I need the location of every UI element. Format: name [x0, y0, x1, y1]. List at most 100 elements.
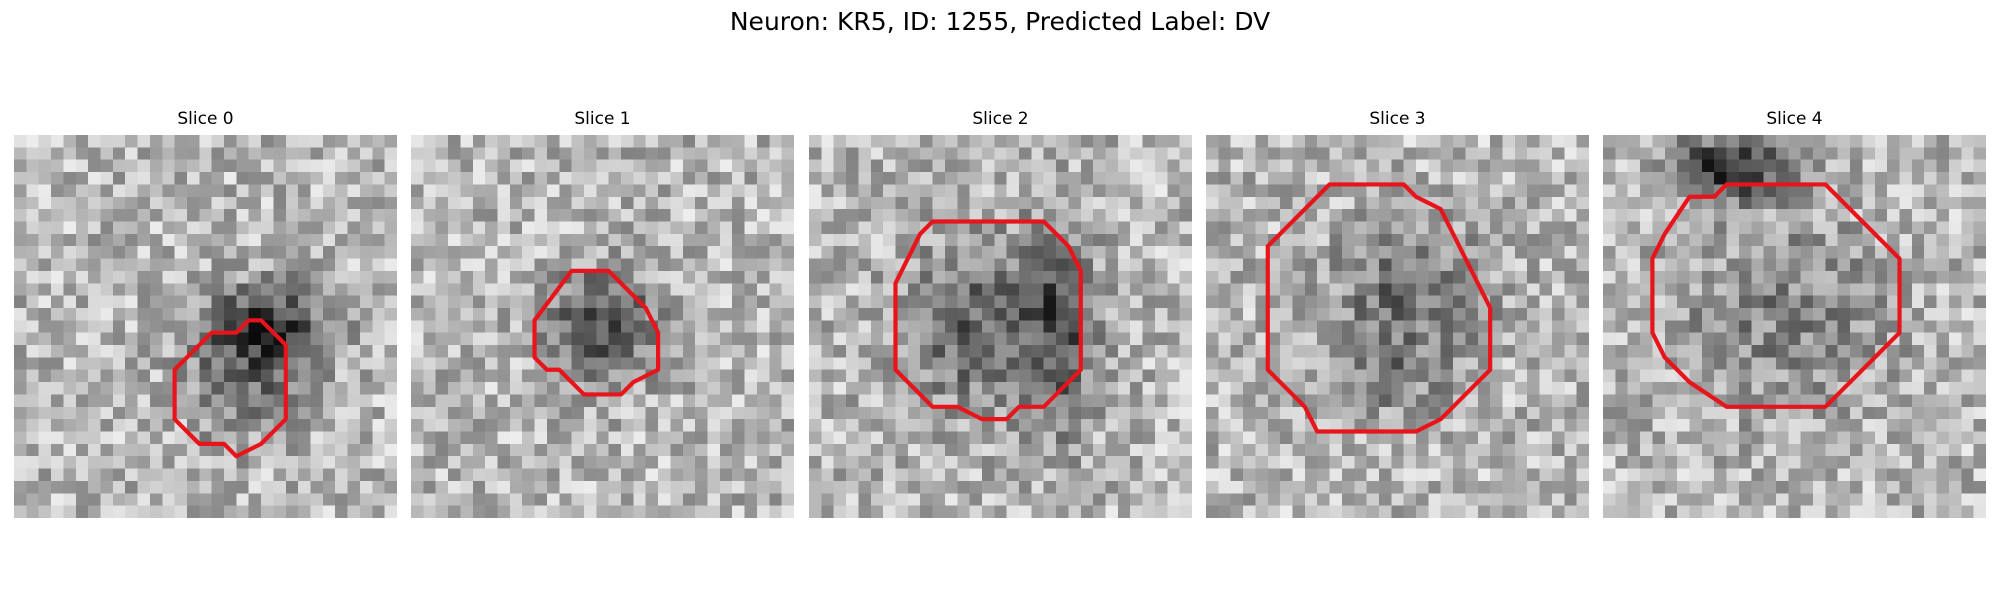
image-pixel	[907, 443, 921, 457]
image-pixel	[846, 456, 859, 469]
image-pixel	[423, 419, 436, 432]
image-pixel	[670, 184, 684, 198]
image-pixel	[63, 135, 77, 148]
image-pixel	[1527, 246, 1540, 259]
image-pixel	[448, 493, 461, 506]
image-pixel	[1763, 431, 1777, 445]
image-pixel	[211, 159, 225, 173]
image-pixel	[769, 431, 782, 445]
image-pixel	[1428, 295, 1441, 309]
image-pixel	[1738, 382, 1752, 395]
image-pixel	[707, 493, 721, 506]
image-pixel	[1206, 357, 1219, 370]
image-pixel	[211, 320, 225, 333]
image-pixel	[1948, 431, 1962, 445]
image-pixel	[497, 493, 511, 506]
image-pixel	[858, 480, 872, 494]
image-pixel	[1440, 307, 1454, 321]
image-pixel	[359, 172, 373, 185]
image-pixel	[920, 233, 933, 247]
image-pixel	[1775, 159, 1789, 173]
image-pixel	[1206, 307, 1219, 321]
image-pixel	[38, 443, 52, 457]
image-pixel	[957, 295, 970, 309]
image-pixel	[384, 332, 397, 346]
image-pixel	[1800, 307, 1814, 321]
image-pixel	[310, 493, 324, 506]
image-pixel	[1341, 406, 1355, 420]
image-pixel	[1539, 456, 1553, 469]
image-pixel	[1255, 505, 1269, 518]
image-pixel	[112, 320, 126, 333]
image-pixel	[981, 184, 995, 198]
image-pixel	[1502, 443, 1516, 457]
slice-title: Slice 3	[1369, 109, 1426, 129]
image-pixel	[1726, 283, 1740, 296]
image-pixel	[335, 172, 348, 185]
image-pixel	[224, 221, 237, 235]
image-pixel	[1416, 394, 1429, 408]
image-pixel	[248, 246, 262, 259]
image-pixel	[1738, 431, 1752, 445]
image-pixel	[1603, 443, 1616, 457]
image-pixel	[1775, 357, 1789, 370]
image-pixel	[1403, 172, 1417, 185]
image-pixel	[137, 147, 151, 160]
image-pixel	[1576, 295, 1589, 309]
image-pixel	[1751, 209, 1764, 222]
image-pixel	[695, 406, 708, 420]
image-pixel	[1354, 443, 1367, 457]
image-pixel	[1341, 443, 1355, 457]
image-pixel	[1477, 480, 1491, 494]
image-pixel	[347, 382, 361, 395]
image-pixel	[485, 246, 498, 259]
image-pixel	[1514, 135, 1528, 148]
image-pixel	[485, 357, 498, 370]
image-pixel	[285, 456, 299, 469]
image-pixel	[1813, 246, 1826, 259]
image-pixel	[88, 295, 101, 309]
image-pixel	[1911, 493, 1925, 506]
image-pixel	[310, 345, 324, 358]
image-pixel	[1179, 184, 1192, 198]
image-pixel	[658, 246, 671, 259]
image-pixel	[199, 147, 212, 160]
image-pixel	[1627, 246, 1641, 259]
image-pixel	[1576, 135, 1589, 148]
image-pixel	[1117, 196, 1131, 210]
image-pixel	[1292, 419, 1306, 432]
image-pixel	[1813, 369, 1826, 383]
slice-panel-4: Slice 4	[1603, 108, 1986, 520]
image-pixel	[1056, 172, 1069, 185]
image-pixel	[1603, 394, 1616, 408]
image-pixel	[1751, 233, 1764, 247]
image-pixel	[1477, 233, 1491, 247]
image-pixel	[1142, 221, 1156, 235]
image-pixel	[769, 147, 782, 160]
image-pixel	[322, 135, 336, 148]
image-pixel	[273, 135, 287, 148]
image-pixel	[932, 295, 946, 309]
image-pixel	[1056, 345, 1069, 358]
image-pixel	[658, 332, 671, 346]
image-pixel	[14, 246, 27, 259]
image-pixel	[298, 246, 311, 259]
image-pixel	[63, 369, 77, 383]
image-pixel	[224, 209, 237, 222]
image-pixel	[682, 480, 696, 494]
image-pixel	[571, 505, 585, 518]
image-pixel	[1267, 345, 1281, 358]
image-pixel	[1304, 357, 1318, 370]
image-pixel	[994, 246, 1007, 259]
image-pixel	[1502, 258, 1516, 272]
image-pixel	[1206, 419, 1219, 432]
image-pixel	[621, 246, 634, 259]
image-pixel	[1031, 419, 1044, 432]
image-pixel	[273, 147, 287, 160]
image-pixel	[1006, 233, 1020, 247]
image-pixel	[88, 184, 101, 198]
image-pixel	[1874, 394, 1888, 408]
image-pixel	[1490, 357, 1503, 370]
image-pixel	[236, 406, 249, 420]
image-pixel	[310, 307, 324, 321]
